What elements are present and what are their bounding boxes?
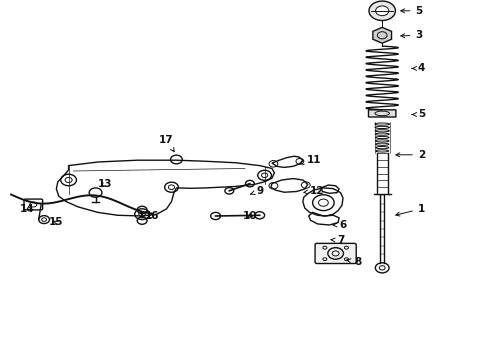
Text: 14: 14 bbox=[20, 204, 34, 214]
Text: 4: 4 bbox=[412, 63, 425, 73]
Text: 7: 7 bbox=[331, 235, 344, 246]
Text: 8: 8 bbox=[347, 257, 361, 267]
Text: 13: 13 bbox=[98, 179, 113, 189]
Circle shape bbox=[369, 1, 395, 21]
FancyBboxPatch shape bbox=[368, 110, 396, 117]
Text: 16: 16 bbox=[145, 211, 159, 221]
Text: 6: 6 bbox=[333, 220, 346, 230]
Text: 12: 12 bbox=[304, 186, 325, 196]
Text: 9: 9 bbox=[250, 186, 263, 196]
Text: 11: 11 bbox=[300, 155, 321, 165]
Text: 17: 17 bbox=[159, 135, 174, 152]
Circle shape bbox=[344, 258, 348, 261]
Text: 1: 1 bbox=[396, 204, 425, 216]
Circle shape bbox=[344, 246, 348, 249]
Text: 5: 5 bbox=[412, 109, 425, 120]
Circle shape bbox=[323, 246, 327, 249]
FancyBboxPatch shape bbox=[315, 243, 356, 264]
Text: 10: 10 bbox=[243, 211, 257, 221]
Circle shape bbox=[375, 6, 389, 16]
Text: 2: 2 bbox=[396, 150, 425, 160]
Polygon shape bbox=[373, 27, 392, 43]
Circle shape bbox=[323, 258, 327, 261]
Text: 3: 3 bbox=[401, 30, 422, 40]
Text: 15: 15 bbox=[49, 217, 64, 228]
Text: 5: 5 bbox=[401, 6, 422, 16]
